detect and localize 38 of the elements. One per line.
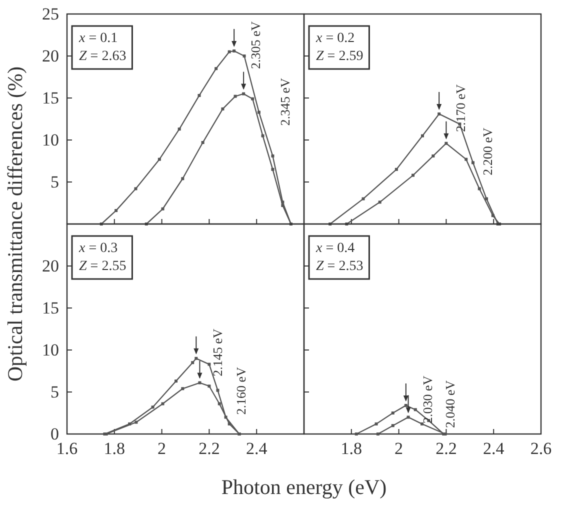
y-tick-label: 25	[42, 4, 59, 24]
x-tick-label: 2.4	[482, 439, 505, 458]
annotation: 2.145 eV	[210, 328, 226, 376]
annotation: x = 0.1	[78, 31, 118, 46]
x-axis-title: Photon energy (eV)	[221, 475, 387, 499]
annotation: Z = 2.53	[316, 259, 364, 274]
y-tick-label: 15	[42, 88, 59, 108]
annotation: Z = 2.55	[79, 259, 126, 274]
annotation: 2.305 eV	[248, 20, 264, 69]
x-tick-label: 2	[158, 439, 166, 458]
annotation: 2.345 eV	[278, 78, 293, 126]
x-tick-label: 1.6	[56, 439, 78, 458]
y-tick-label: 5	[50, 172, 59, 192]
x-tick-label: 1.8	[104, 439, 126, 458]
y-tick-label: 20	[42, 46, 59, 66]
annotation: Z = 2.59	[316, 49, 364, 64]
annotation: 2.160 eV	[234, 366, 249, 415]
annotation: 2.170 eV	[453, 84, 468, 132]
x-tick-label: 2	[394, 439, 404, 458]
annotation: 2.030 eV	[420, 375, 435, 424]
y-tick-label: 0	[50, 424, 59, 444]
y-axis-title: Optical transmittance differences (%)	[3, 66, 27, 382]
annotation: x = 0.4	[315, 241, 355, 256]
annotation: x = 0.3	[78, 241, 118, 256]
annotation: 2.200 eV	[480, 127, 496, 176]
x-tick-label: 2.6	[530, 439, 552, 458]
y-tick-label: 10	[42, 130, 59, 150]
x-tick-label: 2.2	[198, 439, 220, 458]
y-tick-label: 5	[50, 382, 59, 402]
x-tick-label: 2.2	[436, 439, 457, 458]
y-tick-label: 10	[42, 340, 59, 360]
annotation: Z = 2.63	[79, 49, 126, 64]
annotation: x = 0.2	[315, 31, 355, 46]
y-tick-label: 20	[42, 256, 59, 276]
y-tick-label: 15	[42, 298, 59, 318]
x-tick-label: 2.4	[246, 439, 268, 458]
x-tick-label: 1.8	[340, 439, 362, 458]
annotation: 2.040 eV	[442, 380, 458, 428]
